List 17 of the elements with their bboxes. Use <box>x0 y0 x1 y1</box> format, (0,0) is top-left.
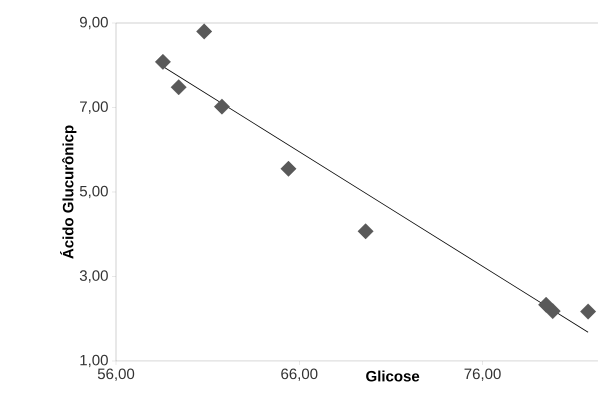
y-axis-title: Ácido Glucurônicp <box>60 126 76 259</box>
point <box>196 23 212 40</box>
point <box>358 223 374 240</box>
point <box>214 98 230 115</box>
x-axis-title: Glicose <box>366 370 420 382</box>
point <box>280 160 296 177</box>
y-tick-label: 5,00 <box>80 186 108 198</box>
x-tick-label: 66,00 <box>281 368 318 381</box>
point <box>170 79 187 96</box>
y-tick-label: 1,00 <box>80 354 108 368</box>
y-tick-label: 3,00 <box>80 270 108 283</box>
x-tick-label: 76,00 <box>464 368 501 381</box>
y-tick-label: 7,00 <box>80 101 108 114</box>
point <box>154 54 171 70</box>
x-tick-label: 56,00 <box>98 368 134 381</box>
point <box>544 303 561 320</box>
y-tick-label: 9,00 <box>80 16 108 30</box>
